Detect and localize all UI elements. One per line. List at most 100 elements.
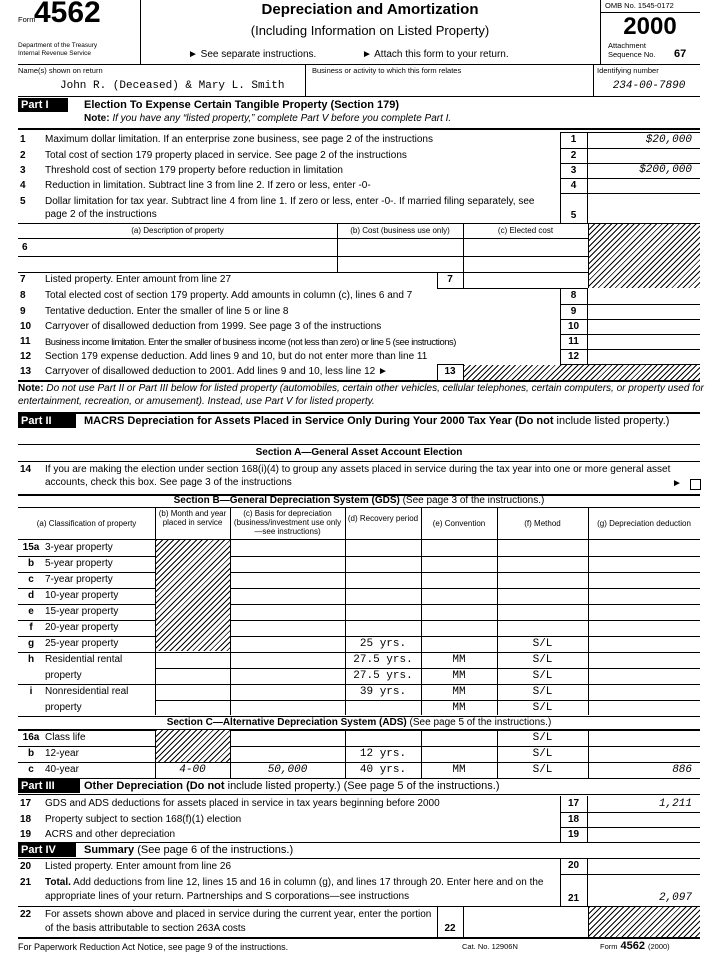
column-c-field[interactable] [230, 746, 345, 762]
column-g-field[interactable] [588, 620, 700, 636]
identifying-number-field[interactable]: 234-00-7890 [612, 80, 686, 92]
column-f-field[interactable] [497, 572, 588, 588]
line-21-amount-field[interactable]: 2,097 [658, 892, 692, 904]
column-e-field[interactable] [421, 588, 497, 604]
business-field[interactable] [312, 78, 590, 94]
column-g-field[interactable] [588, 746, 700, 762]
column-f-field[interactable]: S/L [532, 670, 553, 682]
column-e-field[interactable] [421, 540, 497, 556]
column-g-field[interactable] [588, 730, 700, 746]
column-f-field[interactable] [497, 604, 588, 620]
line-7-amount-field[interactable] [463, 272, 588, 288]
line-19-amount-field[interactable] [588, 827, 700, 842]
column-c-field[interactable] [230, 604, 345, 620]
line-8-amount-field[interactable] [588, 288, 700, 304]
line-6-cell[interactable] [337, 238, 463, 256]
column-c-field[interactable] [230, 540, 345, 556]
column-e-field[interactable] [421, 556, 497, 572]
column-g-field[interactable] [588, 572, 700, 588]
column-e-field[interactable]: MM [452, 654, 466, 666]
column-f-field[interactable]: S/L [532, 702, 553, 714]
column-f-field[interactable]: S/L [532, 748, 553, 760]
column-g-field[interactable] [588, 540, 700, 556]
line-17-amount-field[interactable]: 1,211 [658, 798, 692, 810]
column-d-field[interactable]: 12 yrs. [359, 748, 407, 760]
line-6-cell[interactable] [463, 256, 588, 272]
line-18-amount-field[interactable] [588, 812, 700, 827]
line-3-amount-field[interactable]: $200,000 [639, 164, 692, 176]
column-c-field[interactable] [230, 572, 345, 588]
column-g-field[interactable] [588, 556, 700, 572]
column-g-field[interactable] [588, 700, 700, 716]
line-4-amount-field[interactable] [588, 178, 700, 193]
line-6-cell[interactable] [463, 238, 588, 256]
column-f-field[interactable]: S/L [532, 764, 553, 776]
column-d-field[interactable]: 39 yrs. [359, 686, 407, 698]
column-g-field[interactable]: 886 [672, 764, 692, 776]
column-d-field[interactable]: 27.5 yrs. [353, 670, 413, 682]
column-e-field[interactable] [421, 636, 497, 652]
column-c-field[interactable] [230, 588, 345, 604]
column-c-field[interactable] [230, 700, 345, 716]
column-f-field[interactable] [497, 620, 588, 636]
column-d-field[interactable] [345, 588, 421, 604]
column-e-field[interactable] [421, 604, 497, 620]
name-field[interactable]: John R. (Deceased) & Mary L. Smith [60, 80, 285, 92]
column-e-field[interactable]: MM [452, 764, 466, 776]
column-c-field[interactable] [230, 556, 345, 572]
column-f-field[interactable]: S/L [532, 654, 553, 666]
column-e-field[interactable] [421, 746, 497, 762]
column-d-field[interactable] [345, 604, 421, 620]
column-c-field[interactable] [230, 620, 345, 636]
column-d-field[interactable] [345, 572, 421, 588]
column-g-field[interactable] [588, 588, 700, 604]
column-c-field[interactable]: 50,000 [267, 764, 308, 776]
column-b-field[interactable] [155, 700, 230, 716]
line-2-amount-field[interactable] [588, 148, 700, 163]
column-d-field[interactable]: 27.5 yrs. [353, 654, 413, 666]
column-e-field[interactable]: MM [452, 702, 466, 714]
column-e-field[interactable] [421, 572, 497, 588]
column-d-field[interactable] [345, 730, 421, 746]
column-b-field[interactable] [155, 652, 230, 668]
column-c-field[interactable] [230, 636, 345, 652]
column-d-field[interactable] [345, 540, 421, 556]
column-e-field[interactable]: MM [452, 686, 466, 698]
line-9-amount-field[interactable] [588, 304, 700, 319]
column-c-field[interactable] [230, 730, 345, 746]
column-b-field[interactable] [155, 668, 230, 684]
column-g-field[interactable] [588, 684, 700, 700]
general-asset-election-checkbox[interactable] [690, 479, 701, 490]
line-10-amount-field[interactable] [588, 319, 700, 334]
column-b-field[interactable]: 4-00 [179, 764, 206, 776]
line-1-amount-field[interactable]: $20,000 [645, 134, 692, 146]
column-f-field[interactable] [497, 588, 588, 604]
column-c-field[interactable] [230, 684, 345, 700]
column-f-field[interactable] [497, 556, 588, 572]
column-e-field[interactable]: MM [452, 670, 466, 682]
column-f-field[interactable]: S/L [532, 686, 553, 698]
column-d-field[interactable]: 40 yrs. [359, 764, 407, 776]
line-5-amount-field[interactable] [588, 193, 700, 223]
line-20-amount-field[interactable] [588, 858, 700, 874]
column-g-field[interactable] [588, 652, 700, 668]
line-6-cell[interactable] [337, 256, 463, 272]
column-f-field[interactable]: S/L [532, 732, 553, 744]
column-c-field[interactable] [230, 668, 345, 684]
column-g-field[interactable] [588, 636, 700, 652]
column-d-field[interactable]: 25 yrs. [359, 638, 407, 650]
column-f-field[interactable] [497, 540, 588, 556]
column-b-field[interactable] [155, 684, 230, 700]
column-d-field[interactable] [345, 620, 421, 636]
column-d-field[interactable] [345, 700, 421, 716]
line-11-amount-field[interactable] [588, 334, 700, 349]
line-6-cell[interactable] [40, 256, 337, 272]
column-e-field[interactable] [421, 730, 497, 746]
column-g-field[interactable] [588, 668, 700, 684]
column-f-field[interactable]: S/L [532, 638, 553, 650]
column-c-field[interactable] [230, 652, 345, 668]
line-6-cell[interactable] [40, 238, 337, 256]
line-12-amount-field[interactable] [588, 349, 700, 364]
line-22-amount-field[interactable] [463, 906, 588, 937]
column-e-field[interactable] [421, 620, 497, 636]
